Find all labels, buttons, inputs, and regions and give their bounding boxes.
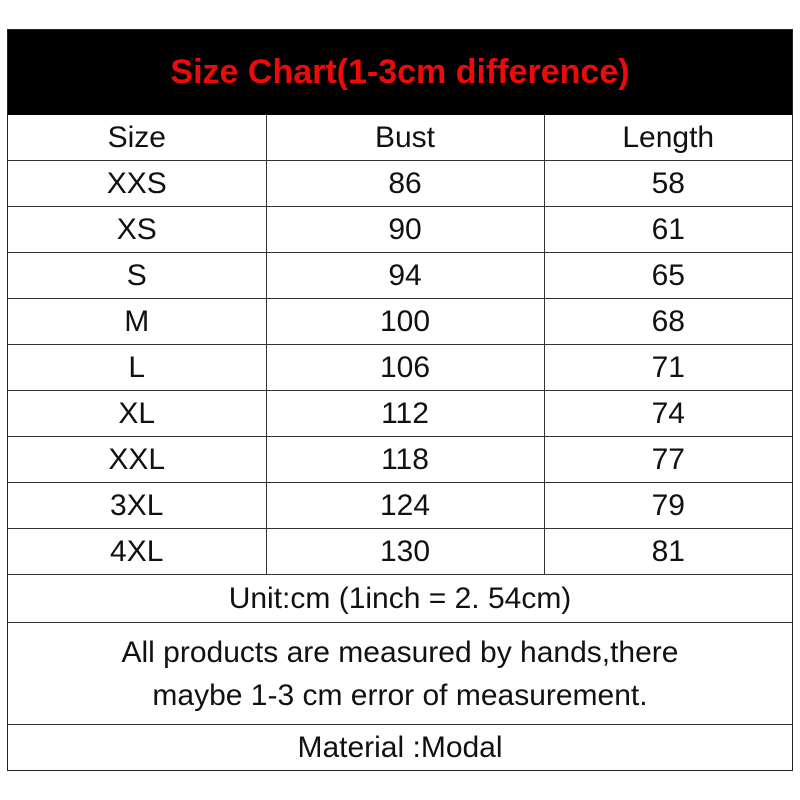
unit-note: Unit:cm (1inch = 2. 54cm) bbox=[8, 574, 792, 623]
cell-length: 81 bbox=[543, 528, 792, 575]
cell-size: L bbox=[8, 344, 267, 391]
cell-length: 65 bbox=[543, 252, 792, 299]
cell-bust: 94 bbox=[265, 252, 545, 299]
cell-bust: 130 bbox=[265, 528, 545, 575]
material-row: Material :Modal bbox=[8, 724, 792, 770]
table-row: S 94 65 bbox=[8, 252, 792, 299]
cell-bust: 118 bbox=[265, 436, 545, 483]
table-row: 4XL 130 81 bbox=[8, 528, 792, 575]
table-row: L 106 71 bbox=[8, 344, 792, 391]
cell-length: 79 bbox=[543, 482, 792, 529]
table-row: XL 112 74 bbox=[8, 390, 792, 437]
cell-bust: 106 bbox=[265, 344, 545, 391]
measure-note-line-1: All products are measured by hands,there bbox=[121, 635, 679, 669]
cell-length: 71 bbox=[543, 344, 792, 391]
cell-size: XXL bbox=[8, 436, 267, 483]
cell-bust: 124 bbox=[265, 482, 545, 529]
table-row: M 100 68 bbox=[8, 298, 792, 345]
measure-note-line-2: maybe 1-3 cm error of measurement. bbox=[152, 678, 648, 712]
cell-size: XS bbox=[8, 206, 267, 253]
table-row: XS 90 61 bbox=[8, 206, 792, 253]
cell-bust: 100 bbox=[265, 298, 545, 345]
size-chart: Size Chart(1-3cm difference) Size Bust L… bbox=[7, 29, 793, 771]
measure-note-row: All products are measured by hands,there… bbox=[8, 622, 792, 725]
size-table: Size Bust Length XXS 86 58 XS 90 61 S 94 65 M 100 6… bbox=[8, 115, 792, 770]
measure-note: All products are measured by hands,there… bbox=[8, 622, 792, 725]
cell-length: 77 bbox=[543, 436, 792, 483]
cell-size: XXS bbox=[8, 160, 267, 207]
table-row: XXS 86 58 bbox=[8, 160, 792, 207]
chart-title: Size Chart(1-3cm difference) bbox=[8, 30, 792, 115]
table-row: 3XL 124 79 bbox=[8, 482, 792, 529]
column-header-size: Size bbox=[8, 115, 267, 161]
unit-row: Unit:cm (1inch = 2. 54cm) bbox=[8, 574, 792, 623]
cell-size: 3XL bbox=[8, 482, 267, 529]
cell-length: 61 bbox=[543, 206, 792, 253]
cell-size: XL bbox=[8, 390, 267, 437]
header-row: Size Bust Length bbox=[8, 115, 792, 161]
column-header-bust: Bust bbox=[265, 115, 545, 161]
cell-size: S bbox=[8, 252, 267, 299]
cell-bust: 86 bbox=[265, 160, 545, 207]
material-note: Material :Modal bbox=[8, 724, 792, 770]
cell-size: M bbox=[8, 298, 267, 345]
cell-bust: 90 bbox=[265, 206, 545, 253]
column-header-length: Length bbox=[543, 115, 792, 161]
table-row: XXL 118 77 bbox=[8, 436, 792, 483]
cell-bust: 112 bbox=[265, 390, 545, 437]
cell-size: 4XL bbox=[8, 528, 267, 575]
cell-length: 68 bbox=[543, 298, 792, 345]
cell-length: 58 bbox=[543, 160, 792, 207]
cell-length: 74 bbox=[543, 390, 792, 437]
